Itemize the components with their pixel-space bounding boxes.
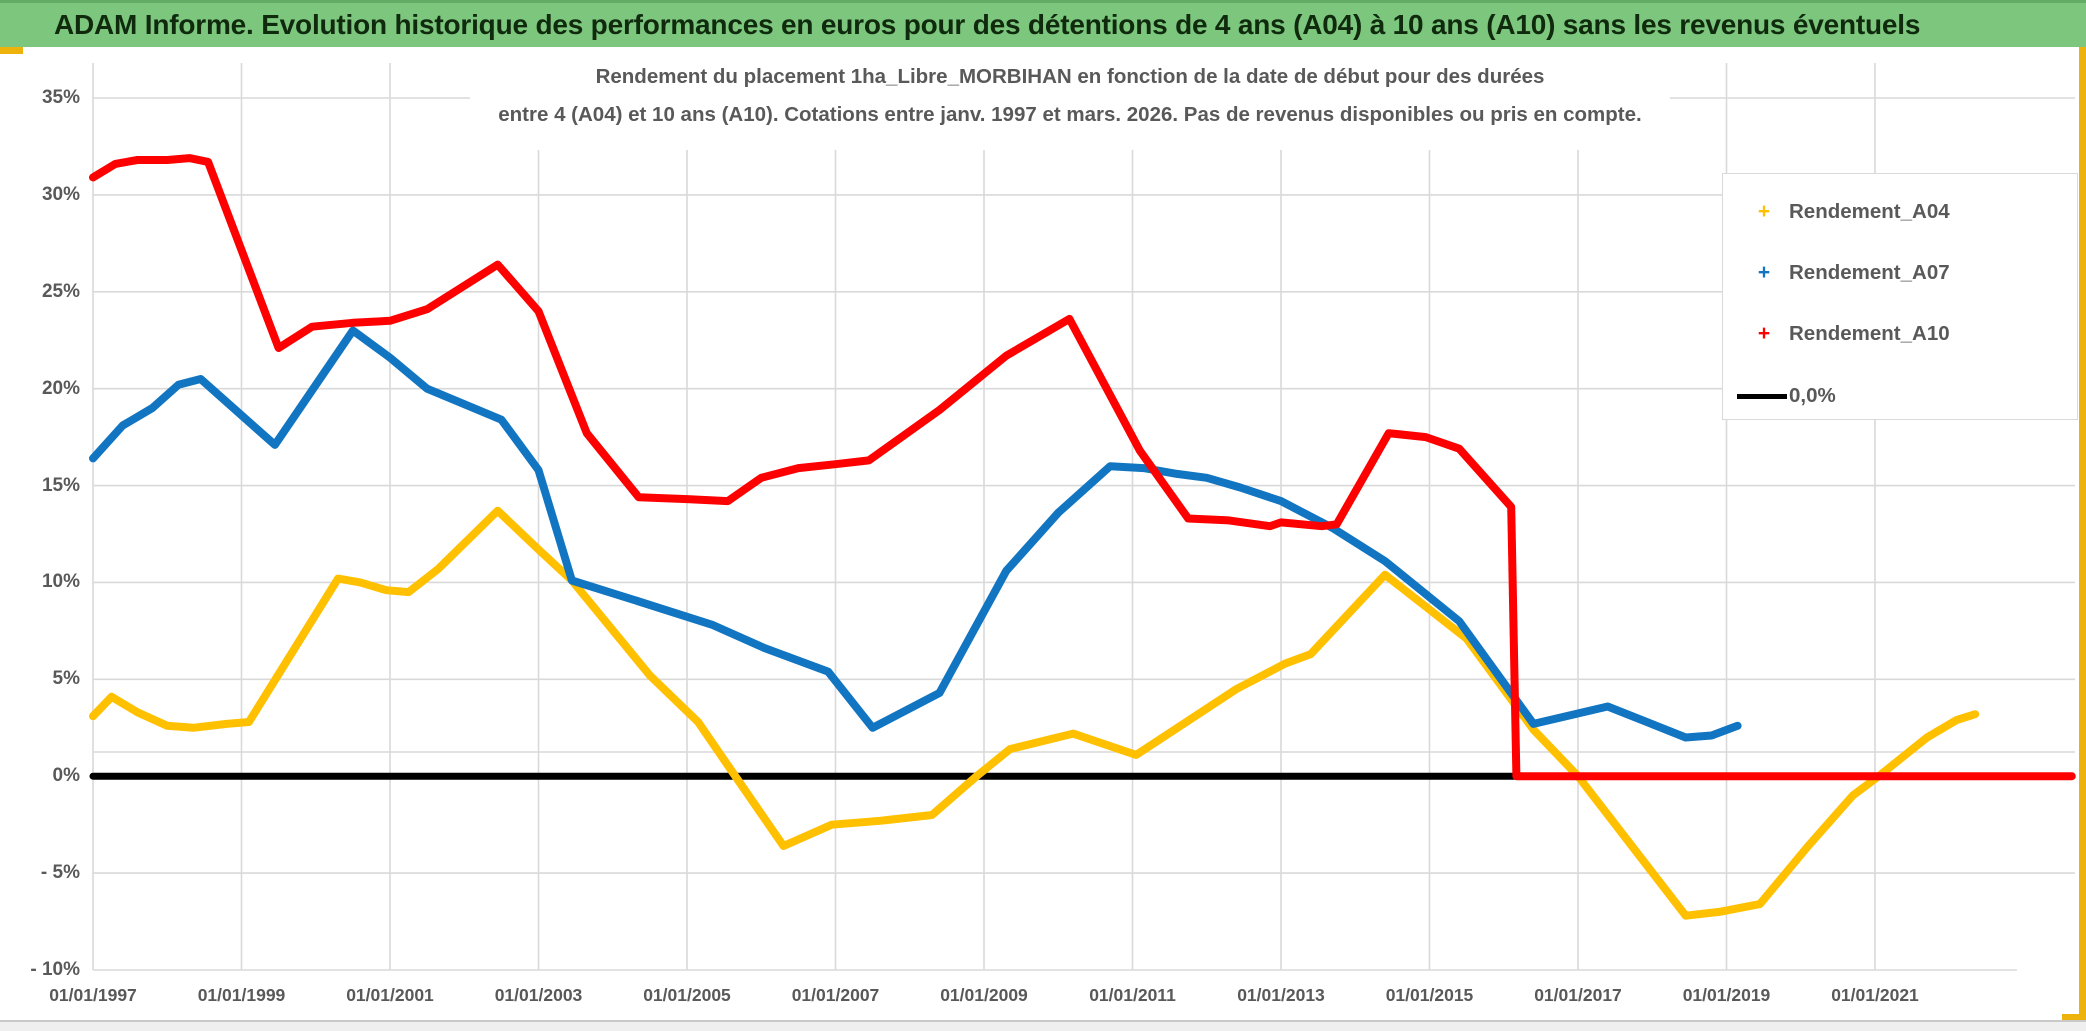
legend-label: Rendement_A10 (1789, 322, 1950, 345)
window-header-bar: ADAM Informe. Evolution historique des p… (0, 0, 2086, 47)
selection-border-right[interactable] (2079, 47, 2086, 1027)
x-axis-tick-label: 01/01/2017 (1534, 985, 1622, 1005)
legend-label: 0,0% (1789, 384, 1836, 407)
y-axis-tick-label: - 5% (40, 862, 80, 884)
series-line-rendement-a10[interactable] (89, 154, 2076, 781)
legend-label: Rendement_A07 (1789, 261, 1950, 284)
selection-handle-top-left[interactable] (0, 47, 23, 54)
black-line-icon (1737, 394, 1787, 399)
x-axis-tick-label: 01/01/2015 (1385, 985, 1474, 1005)
y-axis-tick-label: 10% (41, 571, 80, 593)
x-axis-tick-label: 01/01/2009 (940, 985, 1028, 1005)
series-line-rendement-a04[interactable] (89, 506, 1980, 920)
window-title: ADAM Informe. Evolution historique des p… (54, 9, 1921, 40)
bottom-window-strip (0, 1020, 2086, 1031)
y-axis-tick-label: 15% (41, 474, 80, 496)
legend-item-rendement-a04[interactable]: + Rendement_A04 (1723, 197, 2077, 227)
x-axis-tick-label: 01/01/2003 (494, 985, 583, 1005)
plus-marker-icon: + (1757, 261, 1771, 284)
x-axis-tick-label: 01/01/2005 (643, 985, 731, 1005)
legend-item-rendement-a10[interactable]: + Rendement_A10 (1723, 319, 2077, 349)
x-axis-tick-label: 01/01/2021 (1831, 985, 1919, 1005)
x-axis-tick-label: 01/01/2019 (1682, 985, 1771, 1005)
y-axis-tick-label: 25% (41, 280, 80, 302)
x-axis-tick-label: 01/01/2011 (1089, 985, 1176, 1005)
x-axis-tick-label: 01/01/2007 (791, 985, 880, 1005)
x-axis-tick-label: 01/01/2013 (1237, 985, 1325, 1005)
chart-legend[interactable]: + Rendement_A04 + Rendement_A07 + Rendem… (1722, 173, 2078, 420)
plus-marker-icon: + (1757, 200, 1771, 223)
series-line-rendement-a07[interactable] (89, 326, 1742, 742)
x-axis-tick-label: 01/01/1997 (49, 985, 137, 1005)
x-axis-tick-label: 01/01/2001 (346, 985, 434, 1005)
chart-title: Rendement du placement 1ha_Libre_MORBIHA… (470, 58, 1670, 150)
y-axis-tick-label: - 10% (30, 959, 80, 980)
legend-item-rendement-a07[interactable]: + Rendement_A07 (1723, 258, 2077, 288)
y-axis-tick-label: 5% (52, 668, 80, 690)
chart-title-line1: Rendement du placement 1ha_Libre_MORBIHA… (595, 65, 1545, 88)
chart-title-line2: entre 4 (A04) et 10 ans (A10). Cotations… (498, 103, 1642, 126)
legend-label: Rendement_A04 (1789, 200, 1950, 223)
y-axis-tick-label: 35% (41, 87, 80, 108)
plus-marker-icon: + (1757, 322, 1771, 345)
y-axis-tick-label: 0% (52, 765, 80, 787)
y-axis-tick-label: 30% (41, 183, 80, 205)
x-axis-tick-label: 01/01/1999 (197, 985, 286, 1005)
y-axis-tick-label: 20% (41, 377, 80, 399)
legend-item-zero-line[interactable]: 0,0% (1723, 381, 2077, 411)
